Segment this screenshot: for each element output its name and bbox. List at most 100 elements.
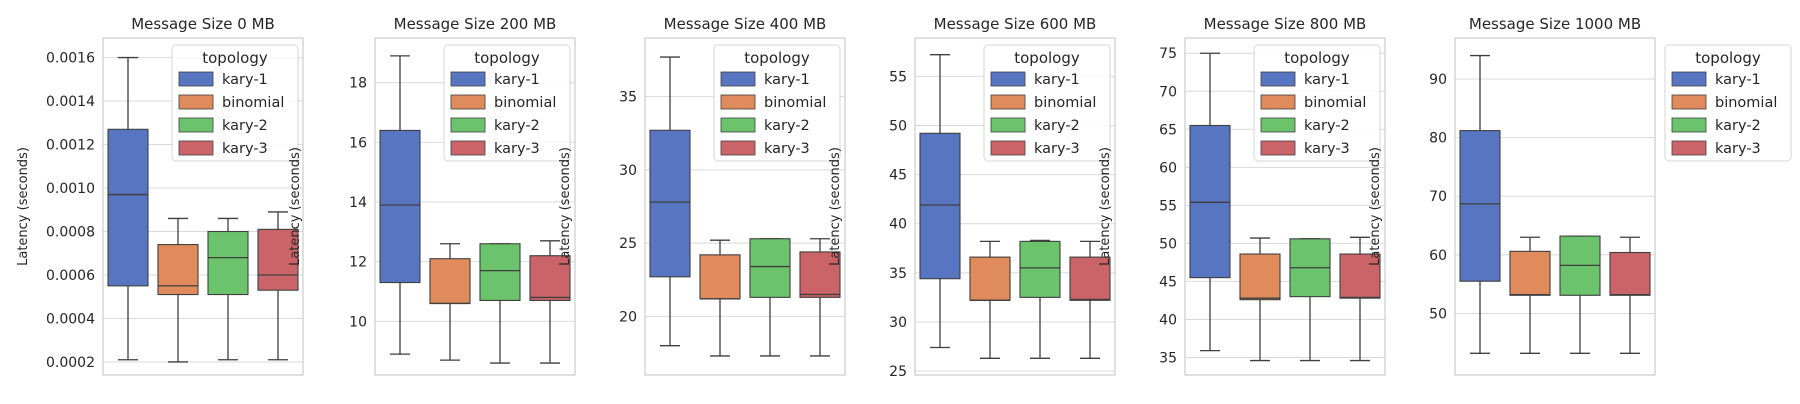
iqr-box [1239, 253, 1281, 301]
legend-swatch-kary-2 [1671, 117, 1707, 133]
y-tick-label: 0.0008 [46, 225, 95, 241]
y-axis-label: Latency (seconds) [288, 147, 303, 266]
y-tick-label: 0.0016 [46, 51, 95, 67]
box-kary-1 [919, 54, 961, 349]
iqr-box [157, 243, 199, 296]
iqr-box [799, 251, 841, 298]
y-tick-label: 14 [349, 195, 367, 211]
y-tick-label: 70 [1159, 84, 1177, 100]
y-tick-label: 75 [1159, 46, 1177, 62]
y-tick-label: 70 [1429, 189, 1447, 205]
y-tick-label: 10 [349, 314, 367, 330]
box-binomial [969, 240, 1011, 359]
box-binomial [699, 239, 741, 357]
legend-swatch-kary-1 [178, 71, 214, 87]
legend-swatch-kary-1 [1671, 71, 1707, 87]
legend-swatch-kary-1 [990, 71, 1026, 87]
legend-swatch-binomial [720, 94, 756, 110]
legend: topology kary-1 binomial kary-2 kary-3 [1253, 44, 1381, 162]
legend-label-kary-2: kary-2 [1715, 118, 1761, 134]
legend-swatch-binomial [1260, 94, 1296, 110]
subplot-3: 25 30 35 40 45 50 55 Message Size 600 MB Latency… [828, 15, 1116, 380]
box-kary-2 [1019, 239, 1061, 359]
box-kary-3 [799, 238, 841, 357]
axes-frame [374, 37, 576, 376]
box-kary-3 [1609, 236, 1651, 354]
legend-swatch-kary-2 [720, 117, 756, 133]
y-tick-label: 18 [349, 76, 367, 92]
legend-swatch-kary-1 [1260, 71, 1296, 87]
box-binomial [1509, 236, 1551, 354]
y-tick-label: 35 [889, 266, 907, 282]
iqr-box [919, 132, 961, 280]
iqr-box [699, 254, 741, 300]
axes-frame [914, 37, 1116, 376]
y-tick-label: 90 [1429, 72, 1447, 88]
legend-label-kary-2: kary-2 [494, 118, 540, 134]
subplot-5: 50 60 70 80 90 Message Size 1000 MB Latency (s… [1368, 15, 1792, 376]
iqr-box [1459, 130, 1501, 282]
y-tick-label: 12 [349, 255, 367, 271]
y-axis-label: Latency (seconds) [1368, 147, 1383, 266]
iqr-box [379, 129, 421, 284]
axes-frame [102, 37, 304, 376]
iqr-box [1339, 253, 1381, 299]
iqr-box [207, 230, 249, 296]
iqr-box [1189, 124, 1231, 279]
box-kary-1 [107, 56, 149, 361]
legend-swatch-kary-2 [178, 117, 214, 133]
y-tick-label: 50 [1159, 236, 1177, 252]
legend-swatch-kary-1 [720, 71, 756, 87]
box-kary-1 [379, 55, 421, 355]
legend-label-binomial: binomial [1034, 95, 1096, 111]
box-kary-3 [1339, 236, 1381, 362]
axes-frame [1184, 37, 1386, 376]
legend-label-kary-1: kary-1 [494, 72, 540, 88]
legend-swatch-kary-1 [450, 71, 486, 87]
y-tick-label: 45 [1159, 274, 1177, 290]
iqr-box [257, 228, 299, 291]
legend-swatch-kary-3 [450, 140, 486, 156]
box-binomial [429, 243, 471, 361]
box-kary-2 [207, 217, 249, 361]
box-kary-3 [1069, 240, 1111, 359]
box-kary-2 [1559, 235, 1601, 354]
legend-label-kary-1: kary-1 [1715, 72, 1761, 88]
subplot-title: Message Size 0 MB [131, 15, 275, 33]
legend-swatch-kary-3 [720, 140, 756, 156]
subplot-title: Message Size 600 MB [934, 15, 1097, 33]
box-kary-1 [1189, 52, 1231, 352]
legend-swatch-kary-2 [990, 117, 1026, 133]
legend-label-kary-3: kary-3 [494, 141, 540, 157]
y-tick-label: 55 [1159, 198, 1177, 214]
legend-label-binomial: binomial [222, 95, 284, 111]
legend-swatch-kary-2 [450, 117, 486, 133]
legend-label-binomial: binomial [1715, 95, 1777, 111]
iqr-box [1609, 251, 1651, 296]
subplot-title: Message Size 200 MB [394, 15, 557, 33]
box-kary-2 [479, 243, 521, 364]
iqr-box [749, 238, 791, 298]
box-kary-1 [1459, 54, 1501, 354]
subplot-2: 20 25 30 35 Message Size 400 MB Latency (seco… [558, 15, 846, 376]
y-axis-label: Latency (seconds) [16, 147, 31, 266]
y-tick-label: 25 [619, 236, 637, 252]
box-binomial [1239, 237, 1281, 362]
iqr-box [479, 243, 521, 301]
legend-label-kary-3: kary-3 [222, 141, 268, 157]
iqr-box [1069, 256, 1111, 301]
y-axis-label: Latency (seconds) [558, 147, 573, 266]
legend-label-kary-2: kary-2 [1304, 118, 1350, 134]
iqr-box [969, 256, 1011, 301]
legend-swatch-kary-3 [178, 140, 214, 156]
legend-title: topology [474, 49, 540, 67]
subplot-0: 0.0002 0.0004 0.0006 0.0008 0.0010 0.0012 0.00… [16, 15, 304, 376]
iqr-box [529, 255, 571, 301]
box-kary-2 [1289, 238, 1331, 362]
y-tick-label: 60 [1159, 160, 1177, 176]
iqr-box [429, 258, 471, 304]
legend-label-kary-1: kary-1 [222, 72, 268, 88]
subplot-title: Message Size 800 MB [1204, 15, 1367, 33]
y-tick-label: 30 [619, 163, 637, 179]
legend: topology kary-1 binomial kary-2 kary-3 [443, 44, 571, 162]
